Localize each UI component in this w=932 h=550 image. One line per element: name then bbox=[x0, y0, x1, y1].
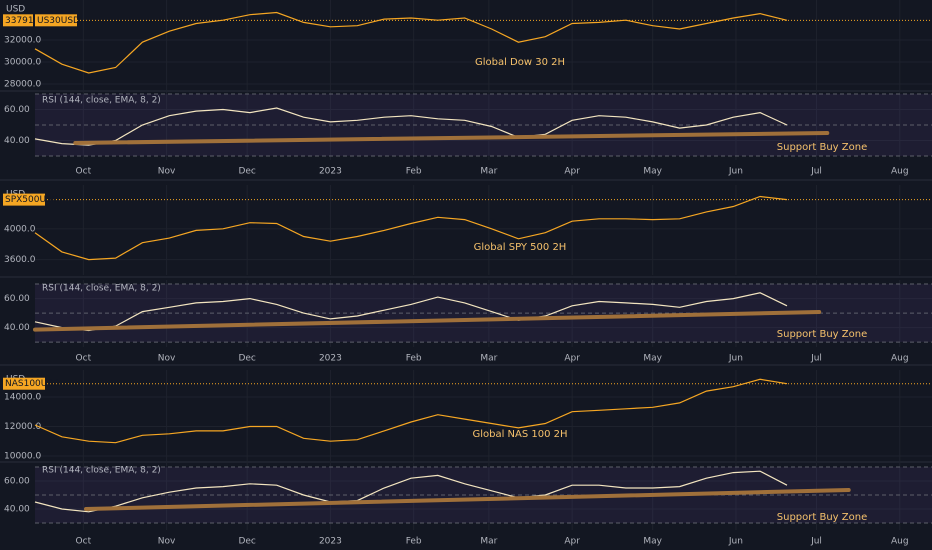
x-tick-label: Feb bbox=[406, 537, 422, 547]
y-tick-label: 28000.0 bbox=[4, 79, 41, 89]
x-tick-label: 2023 bbox=[319, 537, 342, 547]
x-tick-label: May bbox=[643, 537, 662, 547]
x-tick-label: Feb bbox=[406, 167, 422, 177]
x-tick-label: Aug bbox=[891, 167, 909, 177]
x-tick-label: Oct bbox=[76, 167, 92, 177]
x-tick-label: Dec bbox=[238, 354, 255, 364]
y-tick-label: 60.00 bbox=[4, 294, 30, 304]
y-tick-label: 14000.0 bbox=[4, 392, 41, 402]
rsi-title: RSI (144, close, EMA, 8, 2) bbox=[42, 284, 161, 294]
y-tick-label: 40.00 bbox=[4, 323, 30, 333]
x-tick-label: Nov bbox=[158, 354, 176, 364]
rsi-line bbox=[34, 292, 788, 332]
chart-title: Global Dow 30 2H bbox=[475, 57, 565, 68]
rsi-title: RSI (144, close, EMA, 8, 2) bbox=[42, 466, 161, 476]
x-tick-label: Jun bbox=[728, 167, 743, 177]
price-line bbox=[34, 195, 788, 261]
x-tick-label: Jul bbox=[810, 354, 822, 364]
x-tick-label: Apr bbox=[564, 354, 580, 364]
x-tick-label: 2023 bbox=[319, 167, 342, 177]
rsi-line bbox=[34, 470, 788, 513]
y-tick-label: 3600.0 bbox=[4, 255, 36, 265]
x-tick-label: 2023 bbox=[319, 354, 342, 364]
x-tick-label: Mar bbox=[480, 354, 497, 364]
y-tick-label: 40.00 bbox=[4, 136, 30, 146]
chart-title: Global NAS 100 2H bbox=[472, 429, 567, 440]
y-tick-label: 60.00 bbox=[4, 105, 30, 115]
last-price-label: 33791.0 bbox=[5, 16, 42, 26]
y-tick-label: 4000.0 bbox=[4, 224, 36, 234]
annotation: Support Buy Zone bbox=[777, 142, 867, 153]
y-tick-label: 12000.0 bbox=[4, 422, 41, 432]
unit-label: USD bbox=[6, 5, 25, 15]
y-tick-label: 32000.0 bbox=[4, 36, 41, 46]
x-tick-label: Dec bbox=[238, 537, 255, 547]
x-tick-label: Jun bbox=[728, 537, 743, 547]
y-tick-label: 30000.0 bbox=[4, 57, 41, 67]
x-tick-label: Jul bbox=[810, 537, 822, 547]
symbol-label: NAS100USD bbox=[5, 379, 60, 389]
x-tick-label: May bbox=[643, 167, 662, 177]
annotation: Support Buy Zone bbox=[777, 512, 867, 523]
x-tick-label: Mar bbox=[480, 537, 497, 547]
trendline bbox=[33, 310, 822, 332]
chart-title: Global SPY 500 2H bbox=[474, 242, 567, 253]
y-tick-label: 60.00 bbox=[4, 477, 30, 487]
symbol-box bbox=[35, 14, 77, 27]
last-price-box bbox=[3, 14, 33, 27]
price-line bbox=[34, 11, 788, 74]
x-tick-label: Nov bbox=[158, 537, 176, 547]
rsi-title: RSI (144, close, EMA, 8, 2) bbox=[42, 96, 161, 106]
x-tick-label: Aug bbox=[891, 537, 909, 547]
x-tick-label: Jul bbox=[810, 167, 822, 177]
symbol-label: US30USD bbox=[37, 16, 80, 26]
trendline bbox=[84, 488, 851, 511]
symbol-label: SPX500USD bbox=[5, 195, 59, 205]
x-tick-label: Dec bbox=[238, 167, 255, 177]
x-tick-label: Feb bbox=[406, 354, 422, 364]
symbol-box bbox=[3, 193, 45, 206]
x-tick-label: Oct bbox=[76, 354, 92, 364]
y-tick-label: 10000.0 bbox=[4, 451, 41, 461]
trendline bbox=[73, 131, 830, 145]
x-tick-label: Aug bbox=[891, 354, 909, 364]
x-tick-label: Apr bbox=[564, 537, 580, 547]
price-line bbox=[34, 378, 788, 444]
y-tick-label: 40.00 bbox=[4, 505, 30, 515]
x-tick-label: Oct bbox=[76, 537, 92, 547]
symbol-box bbox=[3, 377, 45, 390]
x-tick-label: Apr bbox=[564, 167, 580, 177]
rsi-line bbox=[34, 107, 788, 146]
x-tick-label: Mar bbox=[480, 167, 497, 177]
annotation: Support Buy Zone bbox=[777, 329, 867, 340]
x-tick-label: May bbox=[643, 354, 662, 364]
x-tick-label: Nov bbox=[158, 167, 176, 177]
x-tick-label: Jun bbox=[728, 354, 743, 364]
